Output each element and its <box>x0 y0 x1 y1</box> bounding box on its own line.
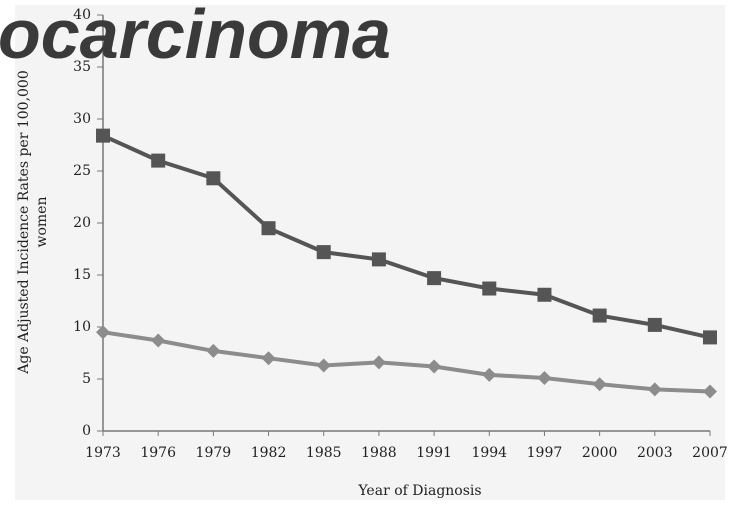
marker <box>151 333 166 348</box>
marker <box>206 343 221 358</box>
marker <box>316 358 331 373</box>
x-tick-label: 1997 <box>527 445 563 461</box>
chart-title: ocarcinoma <box>0 0 391 73</box>
x-tick-label: 1982 <box>251 445 287 461</box>
y-tick-label: 0 <box>82 423 91 439</box>
marker <box>427 359 442 374</box>
x-tick-label: 2000 <box>582 445 618 461</box>
y-tick-label: 35 <box>73 59 91 75</box>
marker <box>703 330 717 345</box>
marker <box>427 271 442 286</box>
x-tick-label: 1988 <box>361 445 397 461</box>
x-tick-label: 1973 <box>85 445 121 461</box>
marker <box>482 281 497 296</box>
x-tick-label: 1991 <box>416 445 452 461</box>
marker <box>151 153 166 168</box>
marker <box>96 325 110 340</box>
marker <box>647 382 662 397</box>
x-tick-label: 2007 <box>692 445 728 461</box>
x-axis-label: Year of Diagnosis <box>357 483 481 499</box>
y-tick-label: 5 <box>82 371 91 387</box>
marker <box>371 355 386 370</box>
marker <box>592 308 607 323</box>
x-tick-label: 1976 <box>140 445 176 461</box>
y-tick-label: 15 <box>73 267 91 283</box>
y-tick-label: 10 <box>73 319 91 335</box>
x-tick-label: 2003 <box>637 445 673 461</box>
plot-area: 0 5 10 15 20 25 30 35 40 1973 1976 1979 1982 1985 1988… <box>73 7 728 461</box>
y-axis-label: women <box>34 197 50 248</box>
marker <box>592 377 607 392</box>
marker <box>537 370 552 385</box>
marker <box>537 287 552 302</box>
y-tick-label: 25 <box>73 163 91 179</box>
marker <box>647 317 662 332</box>
background <box>15 5 725 500</box>
marker <box>316 245 331 260</box>
marker <box>96 128 110 143</box>
marker <box>206 171 221 186</box>
y-axis-label: Age Adjusted Incidence Rates per 100,000 <box>16 70 32 375</box>
marker <box>482 367 497 382</box>
x-tick-label: 1994 <box>471 445 507 461</box>
series-line <box>102 133 711 340</box>
x-tick-label: 1979 <box>196 445 232 461</box>
marker <box>371 252 386 267</box>
marker <box>261 221 276 236</box>
y-tick-label: 30 <box>73 111 91 127</box>
y-tick-label: 20 <box>73 215 91 231</box>
marker <box>703 384 717 399</box>
y-tick-label: 40 <box>73 7 91 23</box>
marker <box>261 351 276 366</box>
series-line <box>102 330 711 394</box>
x-tick-label: 1985 <box>306 445 342 461</box>
